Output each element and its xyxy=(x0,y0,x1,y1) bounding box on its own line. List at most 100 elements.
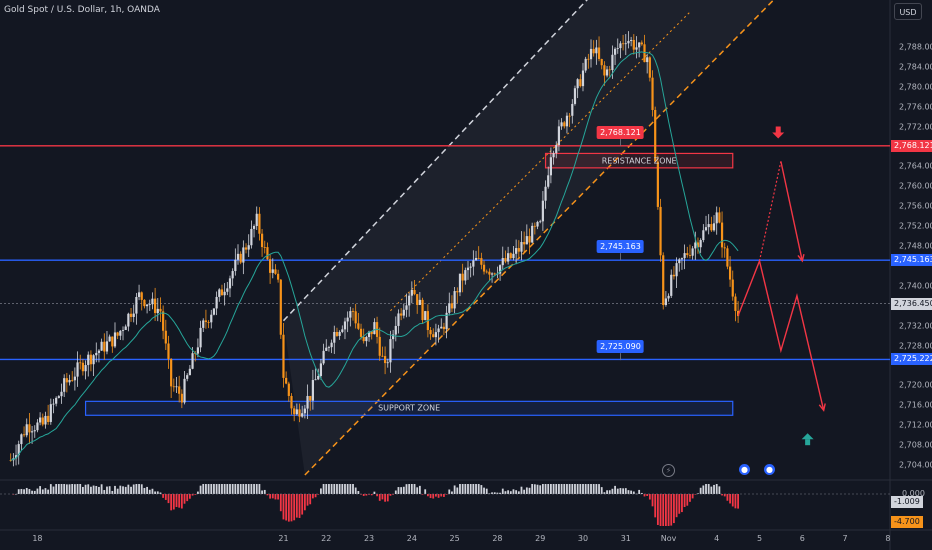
macd-signal-label: -4.700 xyxy=(891,516,923,528)
flag-event-icon-2[interactable]: ● xyxy=(764,464,775,475)
y-tick-label: 2,716.000 xyxy=(899,400,932,410)
candle-body xyxy=(172,386,175,388)
buy-arrow-icon xyxy=(801,433,814,440)
macd-histogram-bar xyxy=(646,494,649,497)
macd-histogram-bar xyxy=(408,484,411,494)
candle-body xyxy=(282,334,285,378)
macd-histogram-bar xyxy=(23,489,25,494)
macd-histogram-bar xyxy=(154,491,157,494)
macd-histogram-bar xyxy=(20,488,23,494)
candle-body xyxy=(480,258,483,265)
candle-body xyxy=(635,47,638,50)
candle-body xyxy=(351,311,355,312)
macd-histogram-bar xyxy=(159,492,162,494)
macd-histogram-bar xyxy=(68,484,71,494)
lightning-icon[interactable]: ⚡ xyxy=(662,464,675,477)
candle-body xyxy=(357,323,360,329)
macd-histogram-bar xyxy=(560,484,563,494)
candle-body xyxy=(536,221,539,227)
macd-histogram-bar xyxy=(274,494,277,500)
candle-body xyxy=(378,336,381,356)
candle-body xyxy=(442,326,446,330)
x-tick-label: 30 xyxy=(577,534,589,543)
macd-histogram-bar xyxy=(638,489,641,494)
candle-body xyxy=(563,122,566,127)
candle-body xyxy=(571,103,574,116)
candle-body xyxy=(603,65,606,76)
candle-body xyxy=(44,415,47,425)
candle-body xyxy=(448,303,451,313)
currency-button[interactable]: USD xyxy=(894,3,922,20)
macd-histogram-bar xyxy=(354,487,357,494)
macd-histogram-bar xyxy=(373,491,376,494)
macd-histogram-bar xyxy=(344,484,346,494)
candle-body xyxy=(274,269,277,274)
macd-histogram-bar xyxy=(111,490,114,494)
candle-body xyxy=(589,48,593,60)
candle-body xyxy=(247,245,250,250)
macd-histogram-bar xyxy=(73,484,76,494)
macd-histogram-bar xyxy=(582,484,584,494)
candle-body xyxy=(670,274,673,296)
macd-histogram-bar xyxy=(365,494,368,496)
macd-histogram-bar xyxy=(175,494,178,507)
macd-histogram-bar xyxy=(410,484,413,494)
flag-event-icon[interactable]: ● xyxy=(739,464,750,475)
candle-body xyxy=(678,259,681,264)
candle-body xyxy=(226,288,229,292)
candle-body xyxy=(212,308,216,315)
candle-body xyxy=(298,409,301,417)
y-tick-label: 2,740.000 xyxy=(899,281,932,291)
macd-histogram-bar xyxy=(437,494,440,498)
candle-body xyxy=(260,233,264,248)
zone-label: RESISTANCE ZONE xyxy=(601,156,677,166)
macd-histogram-bar xyxy=(576,484,579,494)
macd-histogram-bar xyxy=(456,487,459,494)
macd-histogram-bar xyxy=(643,494,646,497)
macd-histogram-bar xyxy=(590,484,592,494)
candle-body xyxy=(314,379,317,381)
macd-histogram-bar xyxy=(346,484,349,494)
candle-body xyxy=(228,278,232,289)
zone-box xyxy=(544,152,734,169)
candle-body xyxy=(103,341,106,352)
candle-body xyxy=(140,292,143,300)
candle-body xyxy=(178,386,181,394)
candle-body xyxy=(236,253,240,260)
candle-body xyxy=(199,327,202,348)
macd-histogram-bar xyxy=(392,494,395,495)
macd-histogram-bar xyxy=(247,484,250,494)
candle-body xyxy=(619,43,622,49)
macd-histogram-bar xyxy=(183,494,186,504)
x-tick-label: 28 xyxy=(492,534,503,543)
macd-histogram-bar xyxy=(509,491,512,494)
y-tick-label: 2,780.000 xyxy=(899,82,932,92)
macd-histogram-bar xyxy=(314,494,317,498)
macd-histogram-bar xyxy=(729,494,731,504)
macd-histogram-bar xyxy=(520,486,523,494)
candle-body xyxy=(135,296,138,314)
macd-histogram-bar xyxy=(205,484,207,494)
candle-body xyxy=(477,257,480,259)
candle-body xyxy=(702,230,705,241)
candle-body xyxy=(97,350,101,353)
level-tag: 2,768.121 xyxy=(597,125,644,139)
x-tick-label: 7 xyxy=(842,534,848,543)
candle-body xyxy=(501,258,504,266)
macd-histogram-bar xyxy=(678,494,681,514)
macd-histogram-bar xyxy=(28,489,31,494)
macd-histogram-bar xyxy=(654,494,657,518)
macd-histogram-bar xyxy=(301,494,304,515)
macd-histogram-bar xyxy=(640,492,643,494)
macd-histogram-bar xyxy=(60,484,63,494)
candle-body xyxy=(204,320,208,323)
macd-histogram-bar xyxy=(71,484,74,494)
candle-body xyxy=(338,331,341,336)
macd-histogram-bar xyxy=(614,485,616,494)
candle-body xyxy=(111,336,114,347)
macd-histogram-bar xyxy=(293,494,296,521)
macd-histogram-bar xyxy=(691,494,694,499)
y-tick-label: 2,752.000 xyxy=(899,221,932,231)
macd-histogram-bar xyxy=(550,484,552,494)
